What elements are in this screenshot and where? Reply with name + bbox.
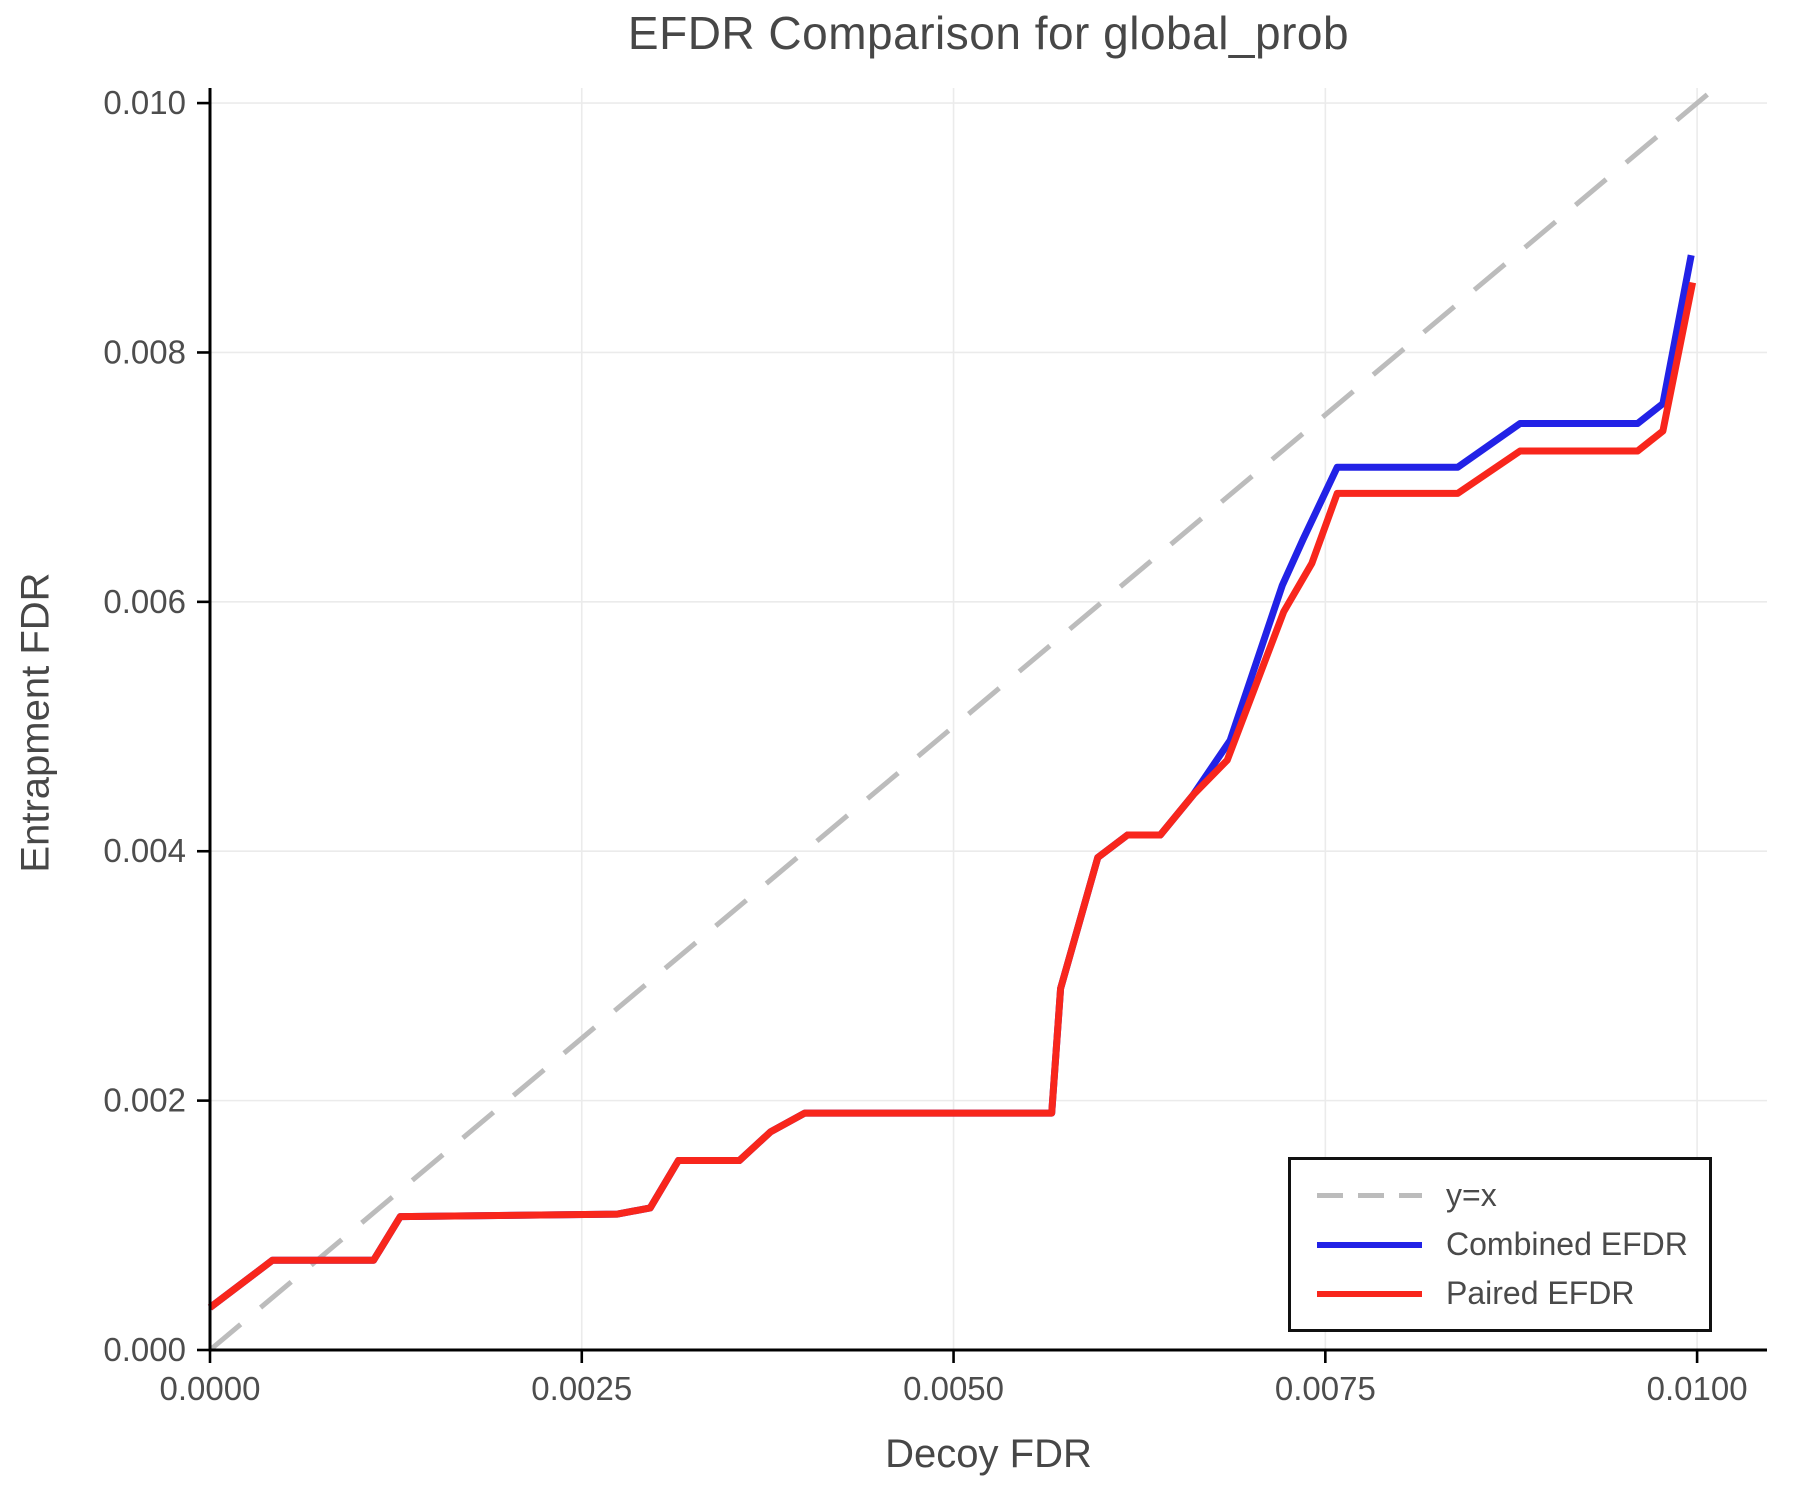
x-tick-label: 0.0050 — [903, 1370, 1004, 1407]
series-line-paired-efdr — [207, 281, 1697, 1311]
legend-item-combined-efdr: Combined EFDR — [1317, 1225, 1709, 1265]
y-tick-label: 0.004 — [103, 832, 186, 869]
legend: y=x Combined EFDR Paired EFDR — [1288, 1157, 1712, 1332]
x-tick-label: 0.0075 — [1275, 1370, 1376, 1407]
chart-title: EFDR Comparison for global_prob — [627, 7, 1350, 59]
legend-label: Combined EFDR — [1446, 1226, 1688, 1262]
legend-line-sample-dashed — [1317, 1193, 1422, 1198]
legend-line-sample-paired — [1317, 1290, 1422, 1297]
x-axis-label: Decoy FDR — [885, 1432, 1092, 1476]
x-tick-label: 0.0025 — [531, 1370, 632, 1407]
y-tick-label: 0.002 — [103, 1082, 186, 1119]
series-line-combined-efdr — [207, 254, 1695, 1311]
y-tick-label: 0.008 — [103, 333, 186, 370]
legend-item-yx: y=x — [1317, 1176, 1709, 1216]
y-axis-label: Entrapment FDR — [13, 572, 58, 873]
y-tick-label: 0.006 — [103, 583, 186, 620]
legend-line-sample-combined — [1317, 1241, 1422, 1248]
y-tick-label: 0.010 — [103, 84, 186, 121]
legend-item-paired-efdr: Paired EFDR — [1317, 1274, 1709, 1314]
y-tick-label: 0.000 — [103, 1331, 186, 1368]
legend-label: Paired EFDR — [1446, 1275, 1635, 1311]
x-tick-label: 0.0100 — [1647, 1370, 1748, 1407]
x-tick-label: 0.0000 — [160, 1370, 261, 1407]
legend-label: y=x — [1446, 1177, 1497, 1213]
